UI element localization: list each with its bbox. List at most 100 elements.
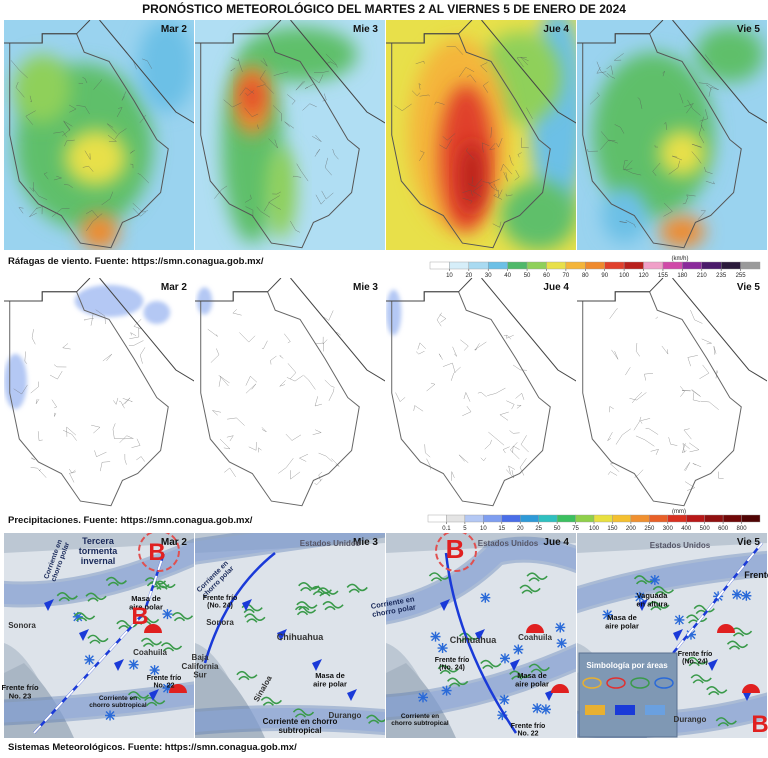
snow-symbol [532,703,543,714]
municipal-border [474,341,487,351]
municipal-border [691,389,701,397]
municipal-border [426,382,436,392]
municipal-border [261,340,268,350]
snow-symbol [731,589,742,600]
map-annotation: Corriente en chorro subtropical [89,695,147,709]
map-panel [577,278,767,508]
jet-stream [4,684,194,723]
municipal-border [128,340,144,346]
municipal-border [704,54,713,65]
municipal-border [107,135,118,142]
municipal-border [452,346,457,357]
municipal-border [683,462,691,471]
municipal-border [446,46,464,55]
caption: Ráfagas de viento. Fuente: https://smn.c… [8,256,264,267]
country-border [577,20,767,124]
municipal-border [302,103,317,111]
colorbar-tick-label: 800 [737,526,748,532]
map-annotation: Coahuila [133,648,167,657]
municipal-border [131,438,141,448]
colorbar-tick-label: 10 [480,526,487,532]
municipal-border [323,310,334,321]
municipal-border [314,148,321,157]
municipal-border [268,201,281,210]
municipal-border [122,397,131,406]
municipal-border [472,184,483,197]
map-annotation: Sonora [8,621,36,630]
municipal-border [256,84,274,94]
municipal-border [704,166,713,174]
municipal-border [69,471,76,483]
wind-symbol [366,714,385,724]
municipal-border [520,56,529,66]
municipal-border [248,442,257,451]
municipal-border [272,191,281,195]
map-panel [4,20,194,250]
municipal-border [700,400,719,410]
municipal-border [442,133,456,141]
municipal-border [244,107,259,117]
municipal-border [459,67,475,78]
map-annotation: Frente frío (No. 24) [678,651,713,666]
municipal-border [82,165,94,172]
municipal-border [30,467,47,478]
colorbar-tick-label: 20 [517,526,524,532]
municipal-border [481,142,490,153]
front-triangle [79,629,89,641]
annotation-line: Masa de [131,594,161,603]
municipal-border [30,381,39,394]
municipal-border [468,178,483,188]
municipal-border [434,101,445,105]
municipal-border [51,208,70,217]
municipal-border [43,172,49,180]
municipal-border [668,437,678,446]
wind-field [242,26,358,83]
trough [33,552,165,734]
map-annotation: B [446,534,465,564]
municipal-border [290,470,301,480]
municipal-border [506,400,515,410]
snow-symbol [685,629,696,640]
wind-symbol [686,656,708,667]
municipal-border [309,74,324,84]
map-annotation: Corriente en chorro subtropical [263,717,338,735]
color-swatch [446,514,466,523]
municipal-border [313,70,329,73]
municipal-border [78,82,84,84]
map-annotation: Estados Unidos [300,539,361,548]
wind-symbol [428,572,451,582]
municipal-border [35,398,40,404]
municipal-border [219,375,230,387]
municipal-border [596,61,609,78]
municipal-border [458,454,469,463]
municipal-border [31,457,35,460]
municipal-border [635,342,640,357]
color-swatch [630,514,650,523]
wind-symbol [127,691,150,701]
municipal-border [520,435,529,453]
map-annotation: Frente frío No. 22 [511,723,546,738]
municipal-border [480,457,487,462]
municipal-border [663,202,673,217]
municipal-border [263,195,280,212]
municipal-border [417,342,426,350]
municipal-border [224,467,236,478]
wind-symbol [528,663,550,673]
wind-symbol [236,670,258,681]
municipal-border [10,60,28,79]
map-panel [386,20,576,250]
map-annotation: Chihuahua [277,632,324,642]
municipal-border [474,343,480,351]
municipal-border [609,463,620,472]
country-border [386,278,576,382]
colorbar-tick-label: 150 [607,526,618,532]
colorbar-tick-label: 100 [619,273,630,279]
front-triangle [277,629,287,641]
map-panel [4,278,194,508]
front-triangle [44,599,54,611]
map-panel [195,533,385,738]
map-panel [195,278,385,508]
colorbar-tick-label: 500 [700,526,711,532]
municipal-border [411,90,421,97]
municipal-border [415,60,425,65]
